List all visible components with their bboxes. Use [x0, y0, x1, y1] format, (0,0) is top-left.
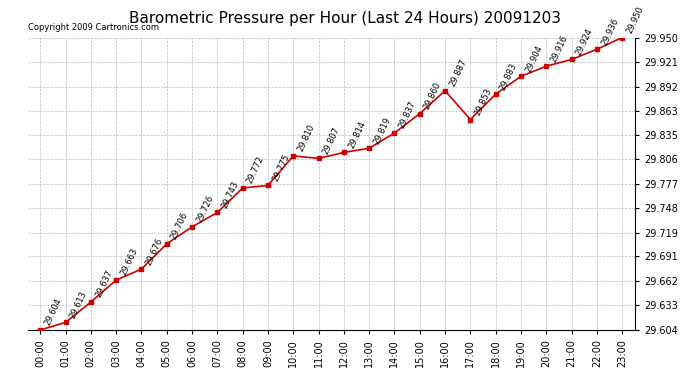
- Text: 29.772: 29.772: [246, 155, 266, 185]
- Text: 29.663: 29.663: [119, 247, 139, 278]
- Text: Copyright 2009 Cartronics.com: Copyright 2009 Cartronics.com: [28, 22, 159, 32]
- Text: 29.604: 29.604: [43, 297, 63, 327]
- Text: 29.837: 29.837: [397, 100, 417, 130]
- Text: 29.924: 29.924: [574, 27, 595, 57]
- Text: 29.706: 29.706: [170, 211, 190, 241]
- Text: 29.807: 29.807: [322, 125, 342, 156]
- Text: 29.810: 29.810: [296, 123, 317, 153]
- Text: 29.883: 29.883: [498, 61, 519, 92]
- Text: 29.916: 29.916: [549, 33, 569, 63]
- Text: 29.853: 29.853: [473, 87, 493, 117]
- Text: 29.950: 29.950: [625, 5, 645, 35]
- Text: 29.637: 29.637: [94, 269, 114, 299]
- Text: 29.676: 29.676: [144, 236, 165, 266]
- Text: 29.726: 29.726: [195, 194, 215, 224]
- Text: 29.775: 29.775: [270, 153, 291, 183]
- Text: 29.743: 29.743: [220, 180, 241, 210]
- Text: Barometric Pressure per Hour (Last 24 Hours) 20091203: Barometric Pressure per Hour (Last 24 Ho…: [129, 11, 561, 26]
- Text: 29.936: 29.936: [600, 16, 620, 46]
- Text: 29.613: 29.613: [68, 290, 89, 320]
- Text: 29.814: 29.814: [346, 120, 367, 150]
- Text: 29.860: 29.860: [422, 81, 443, 111]
- Text: 29.904: 29.904: [524, 44, 544, 74]
- Text: 29.819: 29.819: [372, 116, 393, 146]
- Text: 29.887: 29.887: [448, 58, 469, 88]
